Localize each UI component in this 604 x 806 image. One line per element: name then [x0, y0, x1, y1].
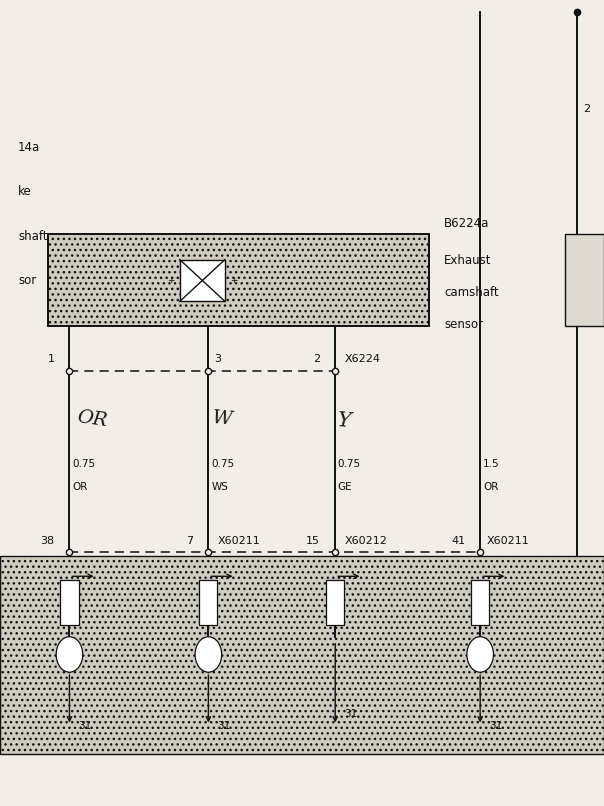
- Text: GE: GE: [337, 482, 352, 492]
- Text: W: W: [211, 409, 233, 429]
- Text: 7: 7: [186, 536, 193, 546]
- Text: 0.75: 0.75: [211, 459, 234, 469]
- Text: ke: ke: [18, 185, 32, 198]
- Text: 1: 1: [47, 355, 54, 364]
- Text: 31: 31: [489, 721, 503, 731]
- Bar: [565, 234, 604, 326]
- Text: 31: 31: [217, 721, 231, 731]
- Bar: [471, 580, 489, 625]
- Text: 31: 31: [344, 709, 358, 719]
- Text: Exhaust: Exhaust: [444, 254, 492, 267]
- Text: shaft: shaft: [18, 230, 48, 243]
- Text: 0.75: 0.75: [72, 459, 95, 469]
- Text: OR: OR: [72, 482, 88, 492]
- Text: 1.5: 1.5: [483, 459, 500, 469]
- Text: X60211: X60211: [217, 536, 260, 546]
- Text: sor: sor: [18, 274, 36, 287]
- Circle shape: [467, 637, 493, 672]
- Text: 2: 2: [313, 355, 320, 364]
- Text: 41: 41: [451, 536, 465, 546]
- Bar: [60, 580, 79, 625]
- Text: 3: 3: [214, 355, 222, 364]
- Text: 2: 2: [583, 104, 590, 114]
- Bar: [48, 234, 429, 326]
- Bar: [180, 260, 225, 301]
- Text: +: +: [230, 276, 237, 285]
- Text: 15: 15: [306, 536, 320, 546]
- Text: 0.75: 0.75: [337, 459, 360, 469]
- Text: X60211: X60211: [486, 536, 529, 546]
- Text: 14a: 14a: [18, 141, 40, 154]
- Circle shape: [56, 637, 83, 672]
- Text: B6224a: B6224a: [444, 217, 489, 230]
- Text: sensor: sensor: [444, 318, 483, 331]
- Text: OR: OR: [483, 482, 498, 492]
- Bar: [0, 556, 604, 754]
- Text: 31: 31: [79, 721, 92, 731]
- Text: X6224: X6224: [344, 355, 381, 364]
- Bar: [199, 580, 217, 625]
- Text: camshaft: camshaft: [444, 286, 498, 299]
- Text: Y: Y: [337, 411, 352, 430]
- Text: 38: 38: [40, 536, 54, 546]
- Text: X60212: X60212: [344, 536, 387, 546]
- Bar: [326, 580, 344, 625]
- Circle shape: [195, 637, 222, 672]
- Text: WS: WS: [211, 482, 228, 492]
- Text: +: +: [167, 276, 175, 285]
- Text: OR: OR: [76, 408, 108, 430]
